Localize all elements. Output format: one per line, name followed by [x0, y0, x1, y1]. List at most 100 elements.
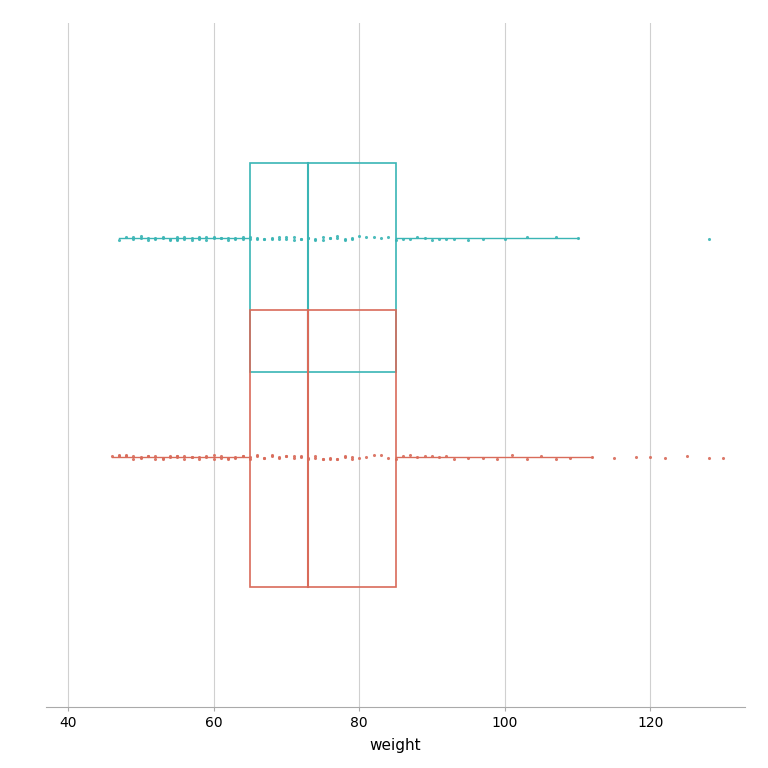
Point: [149, 232, 161, 244]
Point: [324, 232, 336, 244]
Point: [448, 233, 460, 245]
Point: [237, 231, 249, 243]
Point: [703, 233, 715, 245]
Point: [214, 452, 227, 465]
Point: [157, 231, 169, 243]
Point: [419, 450, 431, 462]
Point: [477, 233, 489, 245]
Point: [302, 232, 314, 244]
Point: [339, 233, 351, 245]
Bar: [250, 163, 396, 372]
Point: [222, 452, 234, 465]
Point: [214, 233, 227, 245]
Point: [127, 449, 140, 462]
Point: [389, 453, 402, 465]
Point: [310, 234, 322, 247]
Point: [550, 452, 562, 465]
Point: [396, 449, 409, 462]
Point: [448, 453, 460, 465]
Point: [207, 232, 220, 244]
Point: [266, 233, 278, 245]
Point: [266, 232, 278, 244]
Point: [200, 233, 213, 246]
Point: [535, 450, 548, 462]
Point: [571, 232, 584, 244]
Point: [186, 232, 198, 244]
Point: [346, 233, 358, 246]
Point: [339, 450, 351, 462]
Point: [477, 452, 489, 464]
Point: [171, 233, 184, 246]
Point: [157, 231, 169, 243]
Point: [287, 452, 300, 465]
Point: [287, 450, 300, 462]
Point: [142, 234, 154, 247]
Point: [120, 449, 132, 462]
Point: [237, 450, 249, 462]
Point: [273, 452, 285, 465]
Point: [157, 452, 169, 464]
Point: [193, 453, 205, 465]
Point: [171, 450, 184, 462]
Point: [258, 452, 270, 464]
Point: [586, 452, 598, 464]
Point: [243, 233, 256, 245]
Point: [142, 232, 154, 244]
Point: [521, 231, 533, 243]
Point: [251, 449, 263, 462]
Point: [425, 233, 438, 246]
Point: [389, 233, 402, 246]
Point: [120, 450, 132, 462]
Point: [251, 450, 263, 462]
Point: [171, 451, 184, 463]
Point: [316, 453, 329, 465]
Point: [346, 452, 358, 464]
Point: [134, 452, 147, 464]
Point: [164, 233, 176, 245]
Point: [193, 233, 205, 246]
Point: [243, 231, 256, 243]
Point: [258, 452, 270, 465]
Point: [331, 231, 343, 243]
Point: [207, 449, 220, 462]
Point: [324, 452, 336, 465]
Point: [353, 452, 366, 464]
Point: [258, 233, 270, 245]
Point: [550, 231, 562, 243]
Point: [316, 231, 329, 243]
Point: [186, 234, 198, 247]
Point: [419, 232, 431, 244]
Point: [127, 453, 140, 465]
Point: [134, 451, 147, 463]
Point: [149, 452, 161, 465]
Point: [178, 453, 190, 465]
Point: [302, 452, 314, 465]
Point: [295, 233, 307, 245]
Point: [273, 451, 285, 463]
Point: [331, 452, 343, 465]
Point: [287, 231, 300, 243]
Point: [200, 449, 213, 462]
Point: [207, 231, 220, 243]
Point: [368, 449, 380, 462]
Point: [360, 230, 372, 243]
Point: [134, 232, 147, 244]
Point: [273, 233, 285, 245]
Point: [368, 230, 380, 243]
Point: [157, 452, 169, 465]
Point: [186, 452, 198, 464]
Point: [440, 449, 452, 462]
Point: [127, 233, 140, 245]
Point: [237, 449, 249, 462]
Point: [324, 231, 336, 243]
Point: [360, 451, 372, 463]
Point: [353, 230, 366, 243]
Point: [324, 452, 336, 464]
Point: [164, 234, 176, 247]
Point: [404, 233, 416, 245]
Point: [214, 231, 227, 243]
Point: [142, 450, 154, 462]
Point: [164, 452, 176, 464]
Point: [521, 453, 533, 465]
Point: [149, 233, 161, 246]
